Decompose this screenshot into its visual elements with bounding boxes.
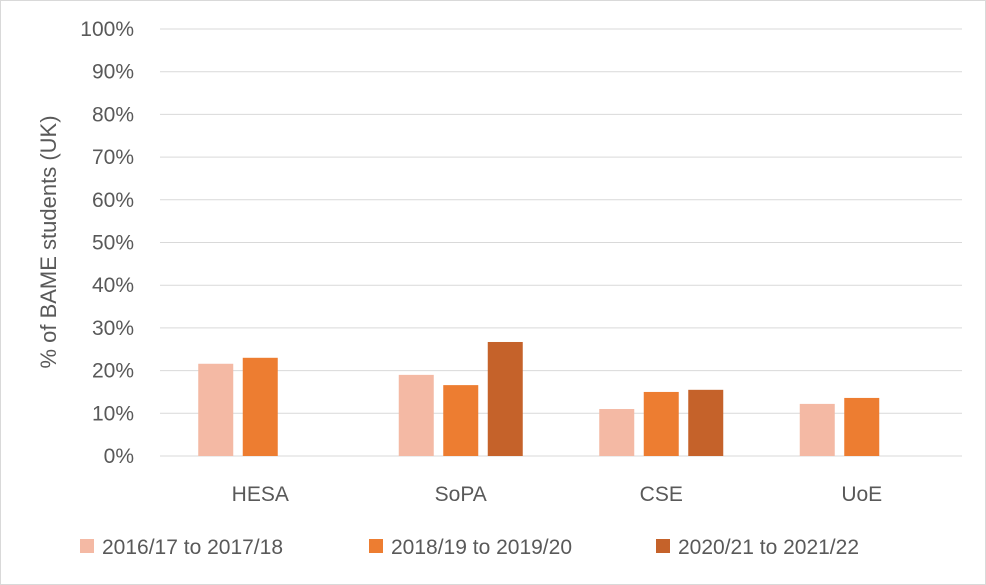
- y-axis-label: % of BAME students (UK): [36, 115, 61, 368]
- bar: [844, 397, 880, 456]
- legend-item: 2018/19 to 2019/20: [369, 536, 572, 559]
- bar: [643, 391, 679, 456]
- x-category-label: SoPA: [435, 483, 487, 506]
- bar: [398, 374, 434, 456]
- bar: [599, 409, 635, 456]
- legend-item: 2020/21 to 2021/22: [656, 536, 859, 559]
- legend-label: 2018/19 to 2019/20: [391, 536, 572, 559]
- y-axis-ticks: 0% 10% 20% 30% 40% 50% 60% 70% 80% 90% 100%: [80, 18, 134, 468]
- bars: [198, 341, 880, 456]
- y-tick-label: 60%: [92, 189, 134, 212]
- bar: [198, 363, 234, 456]
- y-tick-label: 70%: [92, 146, 134, 169]
- bar: [242, 357, 278, 456]
- legend: 2016/17 to 2017/18 2018/19 to 2019/20 2020…: [80, 536, 859, 559]
- y-tick-label: 30%: [92, 317, 134, 340]
- legend-label: 2020/21 to 2021/22: [678, 536, 859, 559]
- bar: [443, 385, 479, 456]
- gridlines: [160, 28, 962, 457]
- bar: [688, 389, 724, 456]
- y-tick-label: 50%: [92, 232, 134, 255]
- x-category-label: CSE: [640, 483, 683, 506]
- x-category-label: UoE: [841, 483, 882, 506]
- y-tick-label: 100%: [80, 18, 134, 41]
- legend-swatch: [656, 539, 670, 553]
- bar: [487, 341, 523, 456]
- y-tick-label: 80%: [92, 103, 134, 126]
- y-tick-label: 40%: [92, 274, 134, 297]
- y-tick-label: 10%: [92, 402, 134, 425]
- y-tick-label: 20%: [92, 360, 134, 383]
- legend-label: 2016/17 to 2017/18: [102, 536, 283, 559]
- x-axis-categories: HESA SoPA CSE UoE: [232, 483, 883, 506]
- legend-swatch: [80, 539, 94, 553]
- bar: [799, 403, 835, 456]
- x-category-label: HESA: [232, 483, 289, 506]
- y-tick-label: 90%: [92, 61, 134, 84]
- y-tick-label: 0%: [104, 445, 134, 468]
- legend-swatch: [369, 539, 383, 553]
- legend-item: 2016/17 to 2017/18: [80, 536, 283, 559]
